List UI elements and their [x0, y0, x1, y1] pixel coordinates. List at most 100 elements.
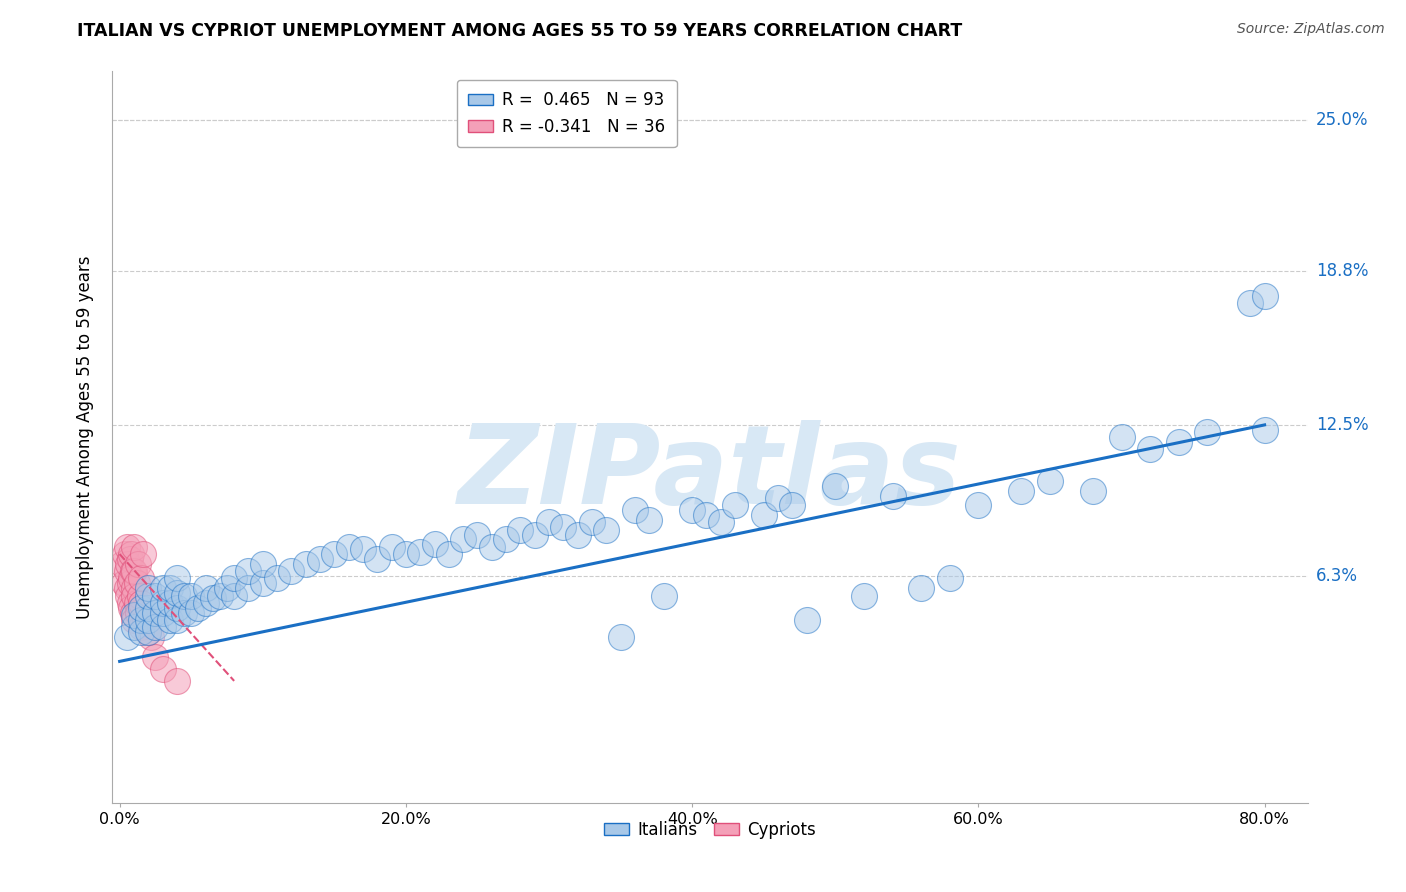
Point [266, 572, 288, 586]
Point [129, 596, 152, 610]
Point [152, 662, 174, 676]
Point [280, 564, 302, 578]
Point [152, 620, 174, 634]
Point [224, 589, 246, 603]
Point [187, 600, 209, 615]
Point [1239, 296, 1261, 310]
Point [115, 564, 138, 578]
Point [129, 600, 152, 615]
Point [752, 508, 775, 522]
Point [159, 581, 181, 595]
Point [852, 589, 875, 603]
Point [910, 581, 932, 595]
Point [782, 499, 804, 513]
Point [967, 499, 990, 513]
Point [122, 589, 145, 603]
Point [145, 620, 167, 634]
Point [125, 576, 148, 591]
Point [238, 564, 260, 578]
Point [681, 503, 703, 517]
Point [122, 540, 145, 554]
Point [125, 596, 148, 610]
Point [118, 576, 141, 591]
Point [136, 625, 159, 640]
Point [166, 673, 188, 688]
Point [567, 527, 589, 541]
Point [136, 625, 159, 640]
Point [381, 540, 404, 554]
Point [208, 589, 231, 603]
Point [638, 513, 661, 527]
Point [595, 523, 617, 537]
Point [120, 572, 142, 586]
Point [122, 620, 145, 634]
Point [115, 581, 138, 595]
Point [624, 503, 647, 517]
Point [523, 527, 546, 541]
Point [766, 491, 789, 505]
Point [366, 552, 388, 566]
Point [118, 552, 141, 566]
Point [395, 547, 418, 561]
Point [136, 613, 159, 627]
Point [509, 523, 531, 537]
Legend: Italians, Cypriots: Italians, Cypriots [598, 814, 823, 846]
Point [309, 552, 332, 566]
Point [652, 589, 675, 603]
Point [152, 606, 174, 620]
Point [120, 547, 142, 561]
Point [939, 572, 962, 586]
Point [129, 625, 152, 640]
Point [495, 533, 517, 547]
Point [117, 557, 139, 571]
Point [121, 606, 143, 620]
Point [1197, 425, 1219, 440]
Point [224, 572, 246, 586]
Point [121, 564, 143, 578]
Point [111, 557, 134, 571]
Point [152, 596, 174, 610]
Point [1139, 442, 1161, 457]
Point [423, 537, 446, 551]
Point [1081, 483, 1104, 498]
Point [352, 542, 374, 557]
Text: ZIPatlas: ZIPatlas [458, 420, 962, 527]
Point [166, 600, 188, 615]
Point [159, 613, 181, 627]
Point [129, 613, 152, 627]
Point [537, 516, 560, 530]
Point [117, 589, 139, 603]
Point [118, 596, 141, 610]
Point [337, 540, 360, 554]
Point [166, 586, 188, 600]
Point [194, 581, 217, 595]
Point [127, 606, 149, 620]
Point [115, 540, 138, 554]
Point [1010, 483, 1032, 498]
Point [136, 600, 159, 615]
Point [139, 630, 162, 644]
Text: 25.0%: 25.0% [1316, 112, 1368, 129]
Point [1253, 288, 1275, 302]
Point [129, 572, 152, 586]
Point [128, 589, 150, 603]
Point [581, 516, 603, 530]
Point [1167, 434, 1189, 449]
Point [1253, 423, 1275, 437]
Point [238, 581, 260, 595]
Point [553, 520, 575, 534]
Point [323, 547, 346, 561]
Point [129, 620, 152, 634]
Point [695, 508, 717, 522]
Point [252, 557, 274, 571]
Point [1039, 474, 1062, 488]
Point [201, 591, 224, 605]
Point [127, 557, 149, 571]
Point [481, 540, 503, 554]
Point [609, 630, 631, 644]
Point [166, 572, 188, 586]
Point [1111, 430, 1133, 444]
Point [451, 533, 474, 547]
Point [409, 544, 432, 558]
Point [294, 557, 316, 571]
